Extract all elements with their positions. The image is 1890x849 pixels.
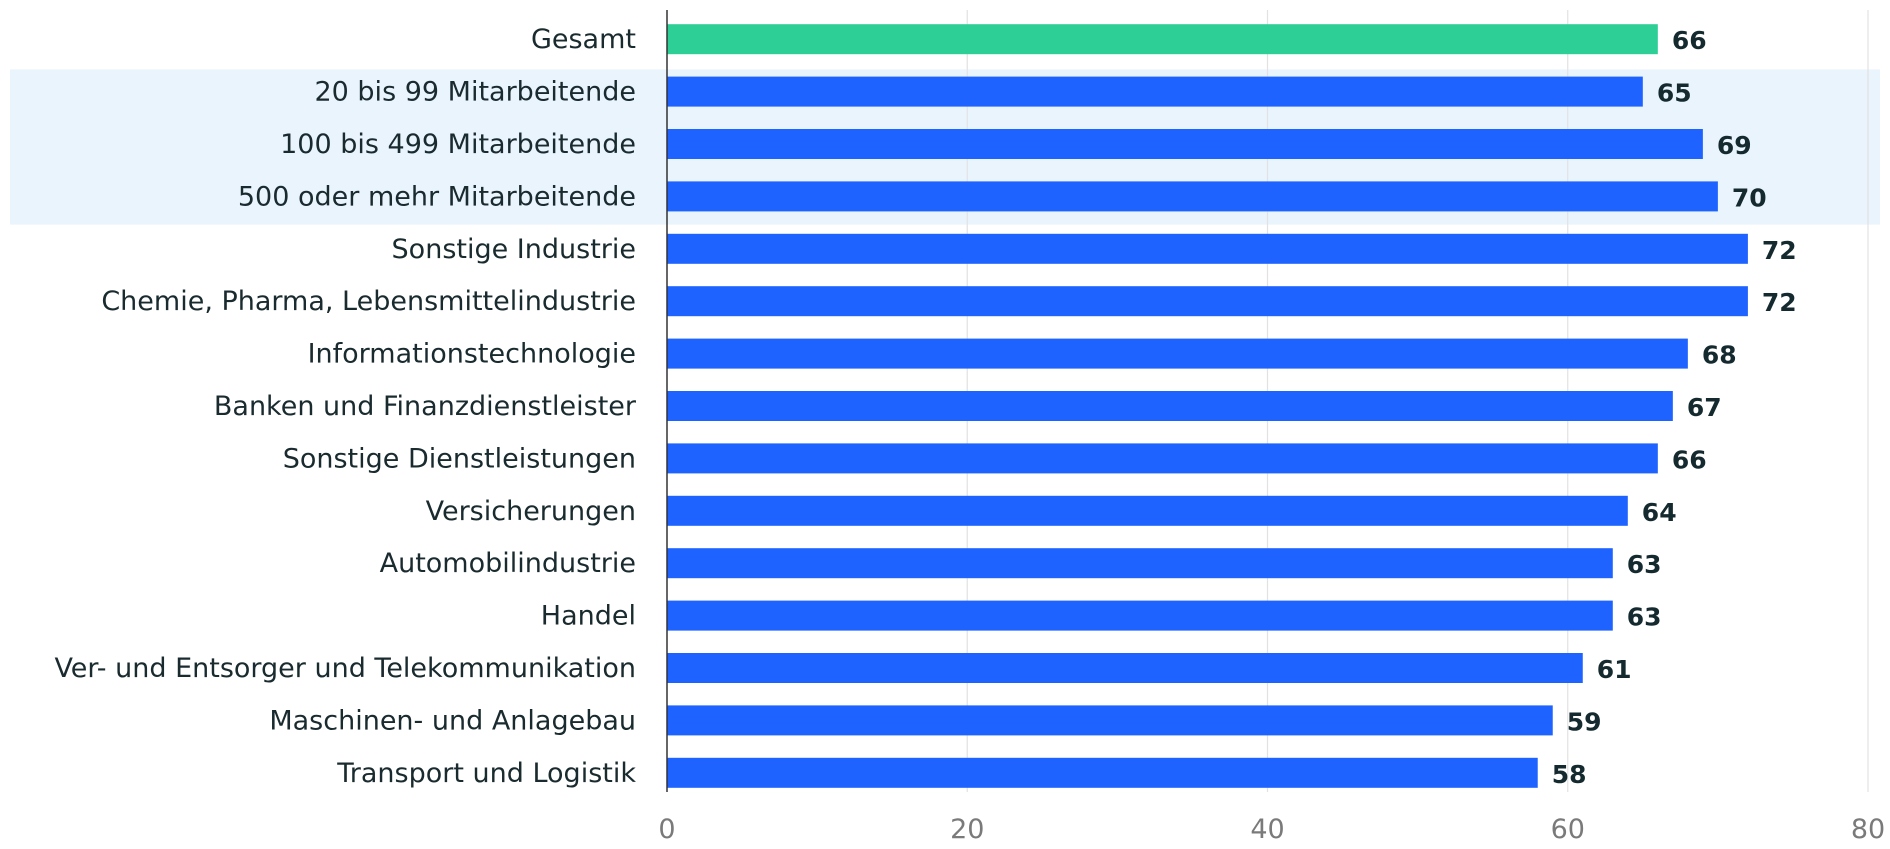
x-tick-label: 40 (1250, 814, 1284, 845)
value-label: 67 (1687, 393, 1722, 422)
bar-5 (667, 286, 1748, 317)
category-label: Sonstige Industrie (392, 234, 636, 265)
bar-8 (667, 443, 1658, 474)
category-labels: Gesamt 20 bis 99 Mitarbeitende 100 bis 499… (54, 24, 636, 789)
x-tick-label: 80 (1851, 814, 1885, 845)
category-label: Banken und Finanzdienstleister (214, 391, 637, 422)
bar-14 (667, 757, 1538, 788)
x-tick-label: 0 (658, 814, 675, 845)
category-label: 20 bis 99 Mitarbeitende (314, 77, 636, 108)
category-label: 100 bis 499 Mitarbeitende (280, 129, 636, 160)
category-label: Gesamt (531, 24, 636, 55)
value-label: 63 (1627, 603, 1662, 632)
value-label: 69 (1717, 131, 1752, 160)
category-label: Transport und Logistik (336, 758, 636, 789)
value-label: 59 (1567, 707, 1602, 736)
category-label: Versicherungen (426, 496, 636, 527)
bars (667, 24, 1748, 788)
category-label: Handel (541, 601, 636, 632)
value-label: 72 (1762, 288, 1797, 317)
value-label: 58 (1552, 760, 1587, 789)
x-axis-ticks: 0 20 40 60 80 (658, 814, 1885, 845)
value-label: 65 (1657, 79, 1692, 108)
category-label: 500 oder mehr Mitarbeitende (238, 181, 636, 212)
bar-9 (667, 495, 1628, 526)
bar-11 (667, 600, 1613, 631)
bar-12 (667, 653, 1583, 683)
bar-10 (667, 548, 1613, 579)
category-label: Sonstige Dienstleistungen (283, 443, 636, 474)
bar-13 (667, 705, 1553, 736)
bar-3 (667, 181, 1718, 212)
category-label: Chemie, Pharma, Lebensmittelindustrie (101, 286, 636, 317)
value-label: 64 (1642, 498, 1677, 527)
bar-0 (667, 24, 1658, 55)
x-tick-label: 60 (1551, 814, 1585, 845)
value-label: 66 (1672, 445, 1707, 474)
category-label: Maschinen- und Anlagebau (269, 705, 636, 736)
bar-6 (667, 338, 1688, 369)
value-label: 70 (1732, 183, 1767, 212)
value-label: 66 (1672, 26, 1707, 55)
value-label: 72 (1762, 236, 1797, 265)
category-label: Informationstechnologie (308, 339, 636, 370)
category-label: Ver- und Entsorger und Telekommunikation (54, 653, 636, 684)
bar-1 (667, 76, 1643, 107)
value-labels: 66 65 69 70 72 72 68 67 66 64 63 63 61 59 58 (1552, 26, 1797, 789)
value-label: 68 (1702, 341, 1737, 370)
bar-4 (667, 233, 1748, 264)
x-tick-label: 20 (950, 814, 984, 845)
value-label: 61 (1597, 655, 1632, 684)
bar-2 (667, 129, 1703, 159)
category-label: Automobilindustrie (380, 548, 636, 579)
value-label: 63 (1627, 550, 1662, 579)
bar-7 (667, 391, 1673, 421)
